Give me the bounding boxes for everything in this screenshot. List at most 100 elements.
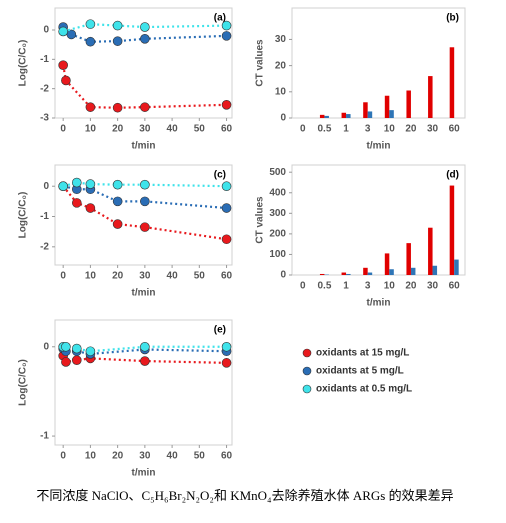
- x-tick-label: 60: [221, 124, 233, 135]
- x-axis-label: t/min: [367, 298, 391, 309]
- x-tick-label: 50: [194, 451, 206, 462]
- x-tick-label: 0: [300, 281, 306, 292]
- legend-marker: [302, 366, 312, 376]
- panel-label: (d): [446, 170, 459, 181]
- x-tick-label: 10: [384, 281, 396, 292]
- data-point: [85, 19, 96, 29]
- data-point: [140, 179, 150, 190]
- data-point: [140, 33, 150, 44]
- bar: [363, 102, 368, 118]
- y-tick-label: -1: [40, 431, 49, 442]
- data-point: [221, 341, 232, 352]
- y-tick-label: -2: [40, 83, 49, 94]
- data-point: [140, 356, 150, 366]
- bar: [432, 265, 438, 275]
- bar: [410, 267, 416, 275]
- y-tick-label: 200: [269, 229, 286, 240]
- x-tick-label: 30: [139, 124, 151, 135]
- x-axis-label: t/min: [132, 288, 156, 299]
- y-tick-label: 500: [269, 167, 286, 178]
- data-point: [58, 181, 68, 192]
- data-point: [58, 26, 68, 37]
- x-tick-label: 50: [194, 271, 206, 282]
- y-tick-label: 0: [280, 113, 286, 124]
- data-point: [221, 181, 232, 192]
- y-axis-label: CT values: [255, 196, 266, 244]
- x-tick-label: 0.5: [317, 281, 331, 292]
- bar: [324, 115, 329, 118]
- data-point: [66, 29, 77, 40]
- data-point: [140, 102, 150, 112]
- legend-label: oxidants at 15 mg/L: [316, 348, 409, 359]
- x-axis-label: t/min: [132, 468, 156, 479]
- x-tick-label: 30: [427, 281, 439, 292]
- bar: [384, 253, 390, 275]
- y-tick-label: -3: [40, 113, 49, 124]
- x-tick-label: 40: [167, 271, 179, 282]
- series-line: [62, 65, 227, 109]
- bar: [341, 112, 347, 118]
- bar: [454, 259, 459, 275]
- y-tick-label: 300: [269, 208, 286, 219]
- x-tick-label: 40: [167, 451, 179, 462]
- x-tick-label: 3: [365, 281, 371, 292]
- x-axis-label: t/min: [132, 141, 156, 152]
- data-point: [140, 196, 150, 207]
- data-point: [221, 203, 232, 213]
- plot-frame: [54, 319, 233, 446]
- x-tick-label: 10: [384, 124, 396, 135]
- x-tick-label: 0: [60, 124, 66, 135]
- x-tick-label: 30: [139, 451, 151, 462]
- data-point: [221, 100, 232, 110]
- panel-label: (e): [214, 325, 226, 336]
- data-point: [71, 355, 82, 365]
- panel-label: (a): [214, 13, 226, 24]
- bar: [346, 114, 351, 118]
- series-line: [62, 26, 227, 43]
- y-tick-label: 0: [43, 341, 49, 352]
- plot-frame: [54, 7, 233, 119]
- caption: 不同浓度 NaClO、C₅H₆Br₂N₂O₂和 KMnO₄去除养殖水体 ARGs…: [36, 488, 453, 503]
- y-tick-label: 0: [280, 270, 286, 281]
- legend-label: oxidants at 5 mg/L: [316, 366, 404, 377]
- legend-marker: [302, 384, 312, 394]
- data-point: [221, 358, 232, 368]
- data-point: [140, 341, 150, 352]
- x-tick-label: 20: [405, 281, 417, 292]
- data-point: [71, 343, 82, 354]
- bar: [428, 227, 433, 275]
- y-tick-label: -1: [40, 54, 49, 65]
- x-tick-label: 20: [112, 451, 124, 462]
- data-point: [58, 60, 68, 70]
- data-point: [61, 357, 71, 367]
- bar: [449, 47, 455, 118]
- x-tick-label: 10: [85, 451, 97, 462]
- x-tick-label: 60: [221, 451, 233, 462]
- bar: [406, 243, 411, 275]
- x-tick-label: 20: [112, 271, 124, 282]
- y-tick-label: -1: [40, 211, 49, 222]
- y-tick-label: -2: [40, 241, 49, 252]
- x-tick-label: 50: [194, 124, 206, 135]
- x-tick-label: 20: [112, 124, 124, 135]
- data-point: [85, 203, 96, 213]
- x-tick-label: 60: [449, 281, 461, 292]
- x-tick-label: 30: [427, 124, 439, 135]
- data-point: [112, 102, 123, 113]
- x-tick-label: 10: [85, 124, 97, 135]
- data-point: [140, 222, 150, 232]
- x-tick-label: 0: [60, 451, 66, 462]
- bar: [341, 272, 347, 275]
- series-line: [62, 185, 227, 241]
- data-point: [85, 36, 96, 47]
- y-tick-label: 20: [275, 60, 287, 71]
- data-point: [112, 219, 123, 229]
- data-point: [112, 36, 123, 46]
- bar: [384, 95, 390, 118]
- x-tick-label: 40: [167, 124, 179, 135]
- bar: [367, 111, 373, 118]
- data-point: [61, 75, 71, 86]
- x-tick-label: 0: [300, 124, 306, 135]
- y-axis-label: Log(C/C₀): [18, 192, 29, 239]
- x-tick-label: 3: [365, 124, 371, 135]
